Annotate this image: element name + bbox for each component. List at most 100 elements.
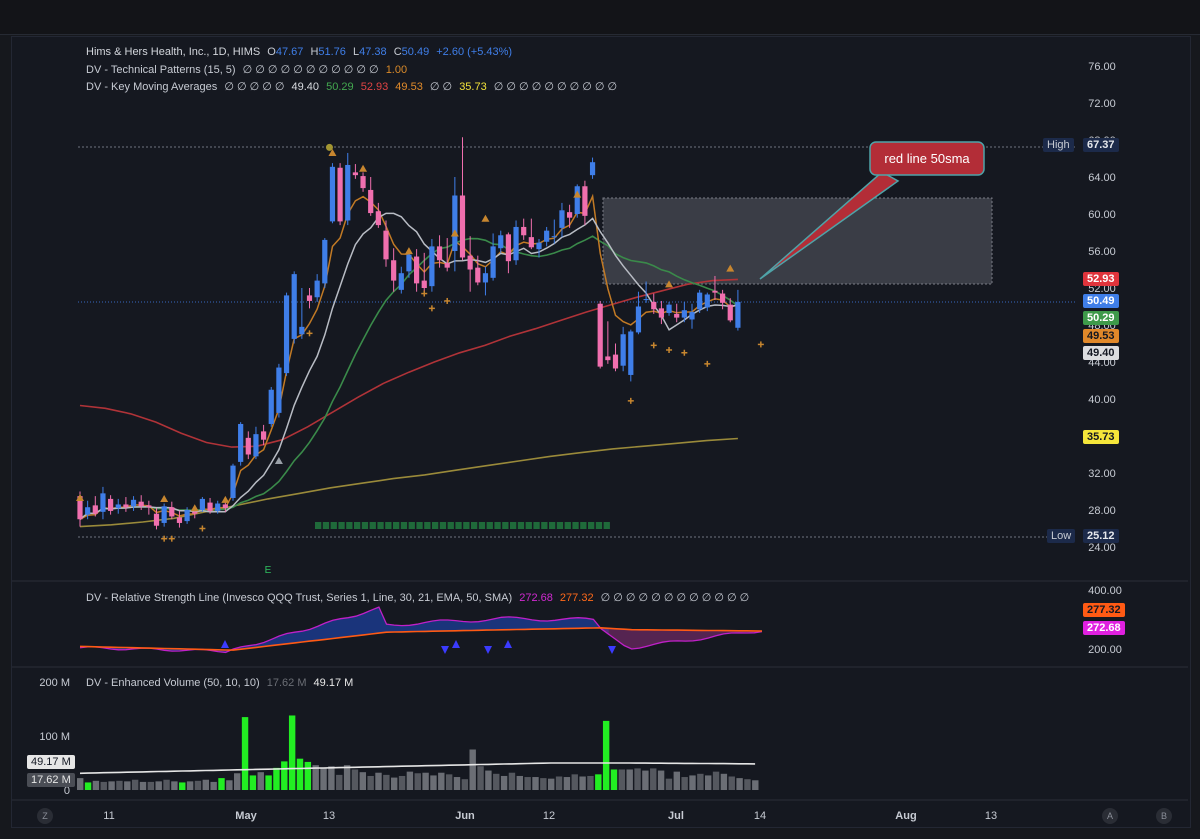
patterns-values: ∅ ∅ ∅ ∅ ∅ ∅ ∅ ∅ ∅ ∅ ∅ (242, 64, 379, 76)
rs-axis[interactable]: 400.00 200.00 (1088, 585, 1122, 656)
signal-square (393, 522, 400, 529)
volume-bar (712, 771, 720, 790)
candle-body (306, 295, 313, 301)
candle-body (651, 301, 657, 310)
volume-bar (383, 774, 390, 790)
volume-bar (681, 777, 688, 790)
signal-square (588, 522, 595, 529)
candle-body (92, 505, 98, 514)
candle-body (130, 499, 137, 507)
kma-legend: DV - Key Moving Averages ∅ ∅ ∅ ∅ ∅ 49.40… (86, 80, 621, 93)
volume-bar (194, 780, 202, 790)
candle-body (115, 504, 121, 509)
signal-square (338, 522, 345, 529)
volume-bar (304, 761, 312, 790)
candle-body (138, 501, 144, 507)
candle-body (620, 334, 626, 366)
candle-body (169, 507, 175, 517)
price-tick-label: 56.00 (1088, 246, 1116, 258)
vol-avg-tag: 49.17 M (27, 755, 75, 769)
chart-area[interactable] (11, 36, 1191, 828)
volume-bar (571, 774, 578, 790)
high-tag-label: High (1043, 138, 1074, 152)
price-tick-label: 72.00 (1088, 98, 1116, 110)
time-tick-label: May (235, 810, 257, 822)
signal-square (455, 522, 462, 529)
signal-square (354, 522, 361, 529)
volume-bar (595, 774, 602, 790)
signal-square (416, 522, 423, 529)
ma-grey-tag: 49.40 (1083, 346, 1119, 360)
volume-bar (657, 770, 665, 790)
candle-body (452, 195, 458, 251)
volume-bar (108, 781, 115, 790)
kma-v2: 50.29 (326, 81, 354, 93)
low-tag-value: 25.12 (1083, 529, 1119, 543)
sma200-line (79, 437, 738, 528)
rs-up-triangle (221, 640, 229, 648)
signal-squares (315, 522, 610, 529)
volume-bar (226, 780, 233, 790)
auto-scale-button[interactable]: A (1102, 808, 1118, 824)
volume-bar (728, 776, 735, 790)
candle-body (589, 162, 596, 176)
sma200-tag: 35.73 (1083, 430, 1119, 444)
pattern-triangle (221, 495, 230, 503)
zoom-button[interactable]: Z (37, 808, 53, 824)
signal-square (330, 522, 337, 529)
price-tick-label: 32.00 (1088, 468, 1116, 480)
candle-body (207, 502, 213, 511)
time-tick-label: 12 (543, 810, 555, 822)
volume-bar (414, 773, 421, 790)
price-tick-label: 52.00 (1088, 283, 1116, 295)
high-tag-value: 67.37 (1083, 138, 1119, 152)
time-tick-label: 13 (323, 810, 335, 822)
signal-square (603, 522, 610, 529)
signal-square (315, 522, 322, 529)
signal-square (517, 522, 525, 529)
earnings-marker[interactable]: E (265, 565, 272, 576)
candle-body (291, 274, 297, 339)
candle-body (123, 504, 129, 508)
volume-bar (610, 769, 618, 790)
candle-body (628, 331, 634, 375)
time-axis[interactable]: 11 May 13 Jun 12 Jul 14 Aug 13 (103, 810, 997, 822)
pattern-triangle (726, 264, 735, 272)
price-tick-label: 28.00 (1088, 505, 1116, 517)
volume-bar (328, 766, 335, 790)
candle-body (176, 517, 183, 523)
earnings-marker-bg[interactable] (261, 562, 275, 576)
candle-body (406, 254, 412, 272)
signal-square (463, 522, 470, 529)
volume-bar (705, 775, 712, 790)
signal-square (494, 522, 501, 529)
candle-body (551, 236, 557, 238)
candle-body (184, 510, 190, 522)
price-tick-label: 76.00 (1088, 61, 1116, 73)
resistance-zone[interactable] (602, 197, 993, 285)
candle-body (666, 304, 672, 313)
signal-square (564, 522, 571, 529)
candle-body (658, 308, 664, 318)
volume-bar (116, 780, 123, 790)
rs-v2: 277.32 (559, 592, 594, 604)
volume-axis[interactable]: 200 M 100 M 0 (39, 677, 70, 797)
volume-bar (602, 720, 610, 790)
high-value: 51.76 (318, 46, 346, 58)
pattern-triangle (573, 190, 582, 198)
annotation-callout[interactable]: red line 50sma (759, 141, 985, 280)
volume-bar (241, 717, 249, 790)
candle-body (436, 246, 443, 261)
volume-bar (359, 772, 366, 790)
callout-box[interactable] (869, 141, 985, 176)
candle-body (215, 503, 221, 511)
settings-button[interactable]: B (1156, 808, 1172, 824)
candle-body (108, 498, 114, 511)
callout-pointer[interactable] (759, 171, 900, 280)
volume-bar (532, 777, 539, 790)
open-label: O (267, 46, 276, 58)
pattern-triangle (481, 214, 490, 222)
volume-bar (210, 781, 217, 790)
volume-bar (320, 768, 327, 790)
